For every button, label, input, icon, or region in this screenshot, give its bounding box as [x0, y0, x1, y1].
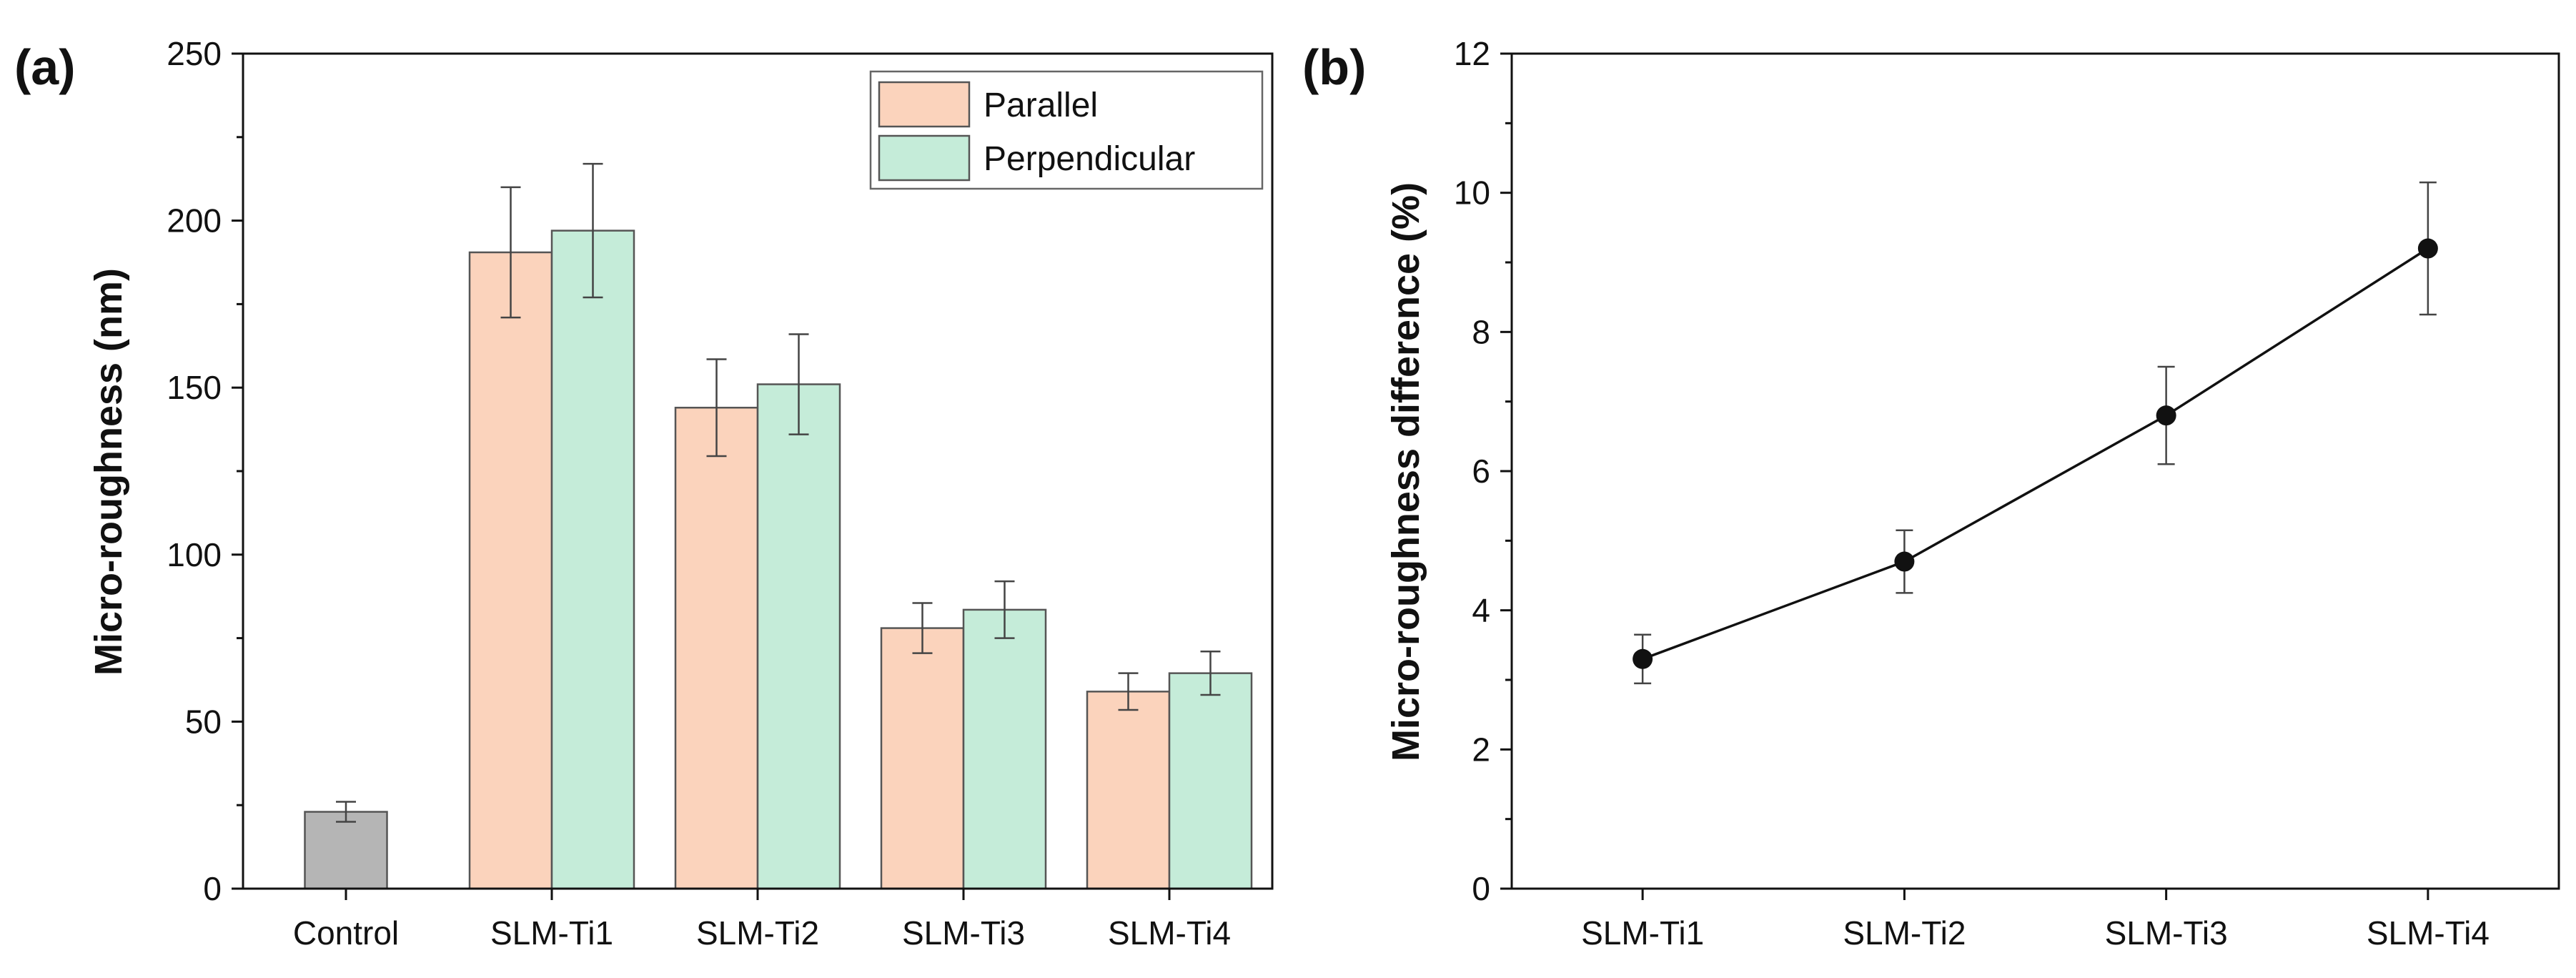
panel-b-plot-frame	[1510, 52, 2560, 890]
panel-b-label: (b)	[1302, 39, 1366, 95]
bar-perpendicular-slm-ti1	[550, 229, 635, 890]
legend-swatch-parallel	[878, 81, 971, 128]
panel-a-x-ticks: Control SLM-Ti1 SLM-Ti2 SLM-Ti3 SLM-Ti4	[293, 889, 1231, 952]
bar-parallel-slm-ti1	[468, 251, 553, 890]
a-y-tick-label-50: 50	[185, 703, 222, 740]
b-y-tick-label-0: 0	[1472, 870, 1490, 907]
b-y-tick-label-8: 8	[1472, 313, 1490, 350]
panel-b-y-axis-title: Micro-roughness difference (%)	[1384, 182, 1427, 761]
bar-parallel-slm-ti4	[1086, 691, 1171, 890]
b-y-tick-label-6: 6	[1472, 453, 1490, 490]
panel-a-y-ticks: 0 50 100 150 200 250	[167, 35, 243, 907]
bar-perpendicular-slm-ti2	[756, 383, 841, 890]
b-y-tick-label-10: 10	[1454, 174, 1490, 212]
b-x-tick-label-slm-ti4: SLM-Ti4	[2367, 914, 2490, 952]
a-x-tick-label-slm-ti4: SLM-Ti4	[1108, 914, 1231, 952]
a-y-tick-label-100: 100	[167, 536, 222, 573]
a-y-tick-label-200: 200	[167, 202, 222, 239]
a-x-tick-label-slm-ti1: SLM-Ti1	[490, 914, 613, 952]
panel-a-y-axis-title: Micro-roughness (nm)	[87, 268, 130, 676]
panel-a-label: (a)	[14, 39, 76, 95]
a-x-tick-label-control: Control	[293, 914, 399, 952]
a-y-tick-label-250: 250	[167, 35, 222, 72]
panel-b-points	[1633, 238, 2438, 669]
panel-b-series-line	[1642, 247, 2429, 661]
panel-b-x-ticks: SLM-Ti1 SLM-Ti2 SLM-Ti3 SLM-Ti4	[1581, 889, 2490, 952]
a-x-tick-label-slm-ti2: SLM-Ti2	[696, 914, 819, 952]
bar-parallel-slm-ti3	[880, 627, 965, 890]
b-point-slm-ti1	[1633, 648, 1653, 669]
panel-a-bar-chart: (a) Micro-roughness (nm) 0 50 100 150 200 250…	[14, 35, 1274, 952]
b-x-tick-label-slm-ti3: SLM-Ti3	[2105, 914, 2228, 952]
a-y-tick-label-0: 0	[203, 870, 222, 907]
b-point-slm-ti2	[1894, 551, 1915, 572]
b-x-tick-label-slm-ti2: SLM-Ti2	[1843, 914, 1966, 952]
b-point-slm-ti3	[2156, 405, 2176, 426]
legend-swatch-perpendicular	[878, 134, 971, 182]
legend-label-parallel: Parallel	[984, 87, 1098, 124]
b-y-tick-label-12: 12	[1454, 35, 1490, 72]
b-y-tick-label-2: 2	[1472, 731, 1490, 768]
bar-perpendicular-slm-ti3	[962, 608, 1047, 890]
a-y-tick-label-150: 150	[167, 369, 222, 406]
b-y-tick-label-4: 4	[1472, 592, 1490, 629]
b-point-slm-ti4	[2417, 238, 2438, 259]
legend-label-perpendicular: Perpendicular	[984, 140, 1195, 178]
panel-a-bars	[304, 162, 1253, 890]
panel-b-line-chart: (b) Micro-roughness difference (%) 0 2 4 6 8…	[1302, 35, 2560, 952]
panel-a-legend: Parallel Perpendicular	[869, 70, 1264, 190]
a-x-tick-label-slm-ti3: SLM-Ti3	[902, 914, 1025, 952]
bar-parallel-slm-ti2	[674, 406, 759, 890]
panel-b-y-ticks: 0 2 4 6 8 10 12	[1454, 35, 1512, 907]
bar-perpendicular-slm-ti4	[1168, 672, 1253, 890]
bar-control	[304, 811, 388, 890]
b-x-tick-label-slm-ti1: SLM-Ti1	[1581, 914, 1704, 952]
panel-b-error-bars	[1634, 181, 2437, 685]
